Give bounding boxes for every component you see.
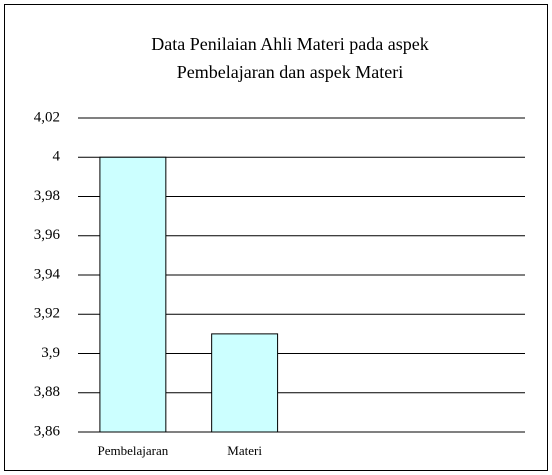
x-tick-label: Pembelajaran [98, 443, 169, 458]
y-tick-label: 4,02 [34, 109, 60, 125]
y-tick-label: 3,96 [34, 227, 61, 243]
y-tick-label: 3,94 [34, 266, 61, 282]
y-tick-label: 3,92 [34, 306, 60, 322]
bar [99, 156, 167, 433]
y-tick-label: 3,98 [34, 188, 60, 204]
x-tick-label: Materi [227, 443, 262, 458]
y-tick-label: 3,86 [34, 423, 61, 439]
chart-title: Pembelajaran dan aspek Materi [177, 62, 403, 82]
y-tick-label: 3,88 [34, 384, 60, 400]
y-tick-label: 4 [53, 149, 61, 165]
y-tick-label: 3,9 [41, 345, 60, 361]
chart-title: Data Penilaian Ahli Materi pada aspek [151, 34, 428, 54]
bar [211, 333, 279, 433]
